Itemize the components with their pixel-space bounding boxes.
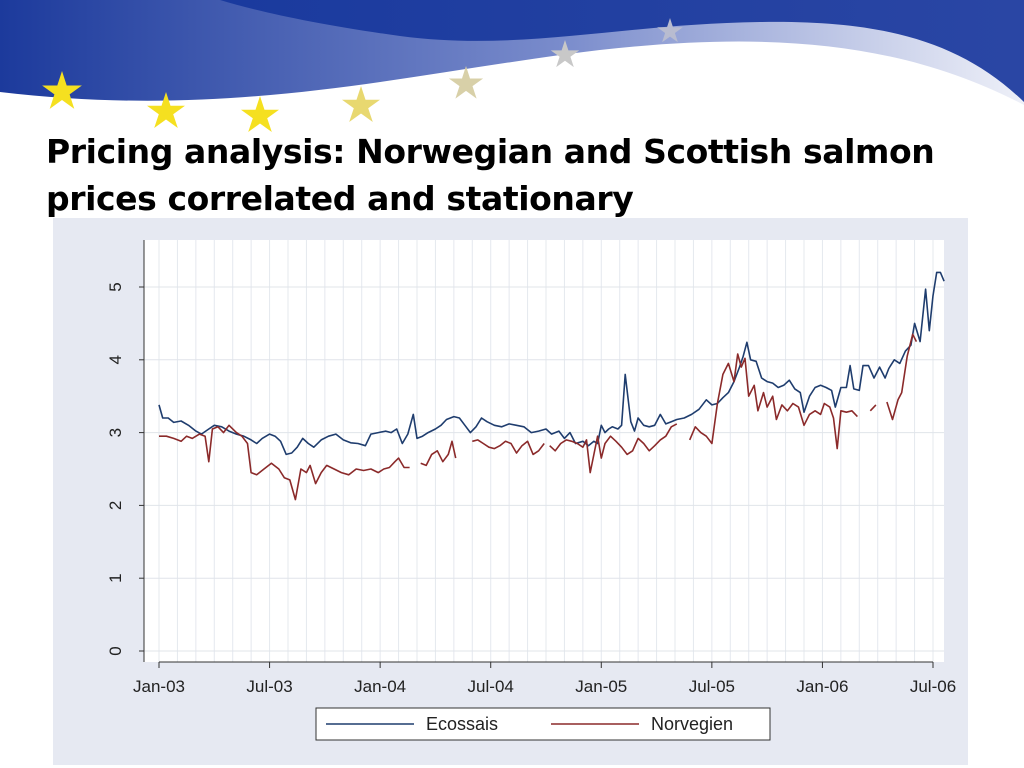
series-line-norvegien <box>549 423 678 474</box>
star-icon <box>342 86 380 122</box>
legend: Ecossais Norvegien <box>315 707 771 741</box>
eu-stars <box>42 18 683 132</box>
line-chart: 0 1 2 3 4 5 Jan-03 Jul-03 Jan-04 Jul-04 Jan-05 Jul-… <box>106 240 956 741</box>
header-banner <box>0 0 1024 150</box>
series-line-norvegien <box>472 439 545 456</box>
y-tick-label: 4 <box>106 355 125 364</box>
slide-title-line-2: prices correlated and stationary <box>46 179 634 218</box>
banner-wave <box>0 0 1024 105</box>
axes: 0 1 2 3 4 5 Jan-03 Jul-03 Jan-04 Jul-04 Jan-05 Jul-… <box>106 240 956 696</box>
series-norvegien <box>159 333 918 501</box>
y-tick-label: 3 <box>106 428 125 437</box>
star-icon <box>241 96 279 132</box>
chart-panel: 0 1 2 3 4 5 Jan-03 Jul-03 Jan-04 Jul-04 Jan-05 Jul-… <box>53 218 968 765</box>
x-tick-label: Jul-05 <box>689 677 735 696</box>
star-icon <box>657 18 683 43</box>
series-lines <box>158 271 945 501</box>
legend-label-ecossais: Ecossais <box>426 714 498 734</box>
grid <box>144 240 944 662</box>
star-icon <box>147 92 185 128</box>
slide-title: Pricing analysis: Norwegian and Scottish… <box>46 128 986 222</box>
plot-area <box>144 240 944 662</box>
banner-swoosh <box>0 86 1024 150</box>
y-tick-label: 0 <box>106 646 125 655</box>
star-icon <box>550 40 580 68</box>
x-tick-label: Jan-05 <box>575 677 627 696</box>
x-tick-label: Jul-06 <box>910 677 956 696</box>
legend-label-norvegien: Norvegien <box>651 714 733 734</box>
x-tick-label: Jan-03 <box>133 677 185 696</box>
slide-title-line-1: Pricing analysis: Norwegian and Scottish… <box>46 132 935 171</box>
y-tick-label: 5 <box>106 282 125 291</box>
series-line-norvegien <box>869 404 877 412</box>
star-icon <box>448 66 484 99</box>
star-icon <box>42 71 82 109</box>
x-tick-label: Jan-06 <box>796 677 848 696</box>
series-line-norvegien <box>886 333 918 421</box>
series-line-norvegien <box>688 353 858 450</box>
x-tick-label: Jul-03 <box>246 677 292 696</box>
x-tick-label: Jul-04 <box>468 677 514 696</box>
y-tick-label: 2 <box>106 501 125 510</box>
series-line-norvegien <box>420 440 457 467</box>
series-line-norvegien <box>159 424 410 501</box>
x-tick-label: Jan-04 <box>354 677 406 696</box>
y-tick-label: 1 <box>106 573 125 582</box>
banner-top-band <box>220 0 1024 102</box>
